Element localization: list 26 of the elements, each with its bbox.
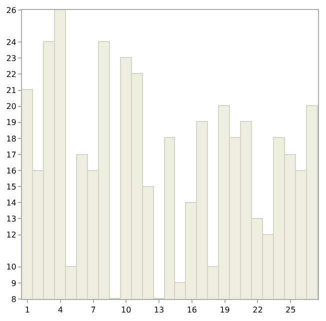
y-tick-label: 16 <box>6 166 16 176</box>
y-tick-label: 17 <box>6 150 16 160</box>
y-tick-label: 26 <box>6 6 16 15</box>
y-tick-label: 24 <box>6 38 16 47</box>
y-tick-label: 14 <box>6 198 16 208</box>
y-tick-label: 20 <box>6 102 16 112</box>
y-tick-label: 8 <box>11 294 16 304</box>
y-tick-label: 22 <box>6 70 16 80</box>
x-tick-label: 7 <box>90 306 96 315</box>
x-tick-label: 19 <box>220 306 230 315</box>
y-tick-label: 12 <box>6 230 16 240</box>
y-tick-label: 18 <box>6 134 16 144</box>
x-tick-label: 16 <box>186 306 198 315</box>
y-tick-label: 13 <box>6 214 16 224</box>
y-tick-label: 23 <box>6 54 16 63</box>
x-tick-label: 1 <box>24 306 30 315</box>
y-tick-label: 15 <box>6 182 16 192</box>
y-tick-label: 9 <box>11 278 16 288</box>
x-tick-label: 25 <box>285 306 296 315</box>
x-tick-label: 10 <box>121 306 132 315</box>
x-tick-label: 22 <box>252 306 263 315</box>
y-tick-label: 21 <box>6 86 16 96</box>
x-tick-label: 4 <box>58 306 63 315</box>
x-tick-label: 13 <box>154 306 164 315</box>
y-tick-label: 10 <box>6 262 16 272</box>
y-tick-label: 19 <box>6 118 16 128</box>
